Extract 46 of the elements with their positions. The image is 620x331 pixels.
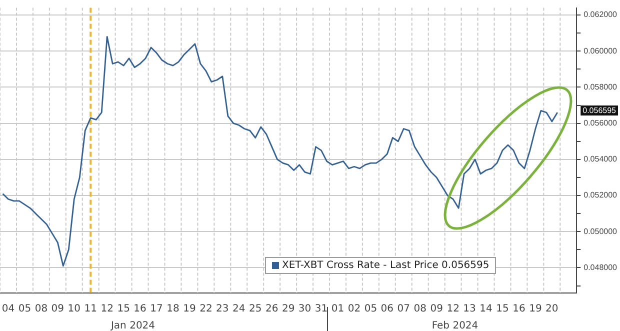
x-tick-label: 09 [51,304,64,315]
y-tick-label: 0.050000 [584,226,618,236]
x-tick-label: 19 [529,304,542,315]
x-tick-label: 08 [414,304,426,315]
y-tick-label: 0.054000 [584,154,618,164]
x-tick-label: 25 [249,304,262,315]
x-tick-label: 12 [100,304,114,315]
x-tick-label: 29 [282,304,295,315]
x-tick-label: 22 [200,304,212,315]
x-tick-label: 11 [84,304,97,315]
legend-label: XET-XBT Cross Rate - Last Price 0.056595 [282,260,490,271]
text: Feb 2024 [432,320,478,331]
x-tick-label: 15 [496,304,509,315]
y-tick-label: 0.052000 [584,190,618,200]
x-tick-label: 07 [397,304,410,315]
x-tick-label: 05 [18,304,32,315]
x-tick-label: 23 [216,304,229,315]
y-tick-label: 0.056000 [584,118,618,128]
x-tick-label: 10 [68,304,81,315]
x-tick-label: 18 [166,304,180,315]
x-tick-label: 17 [150,304,163,315]
x-tick-label: 04 [2,304,15,315]
text: 0.056595 [582,106,617,116]
y-tick-label: 0.048000 [584,262,618,272]
x-tick-label: 24 [232,304,246,315]
x-tick-label: 02 [348,304,361,315]
x-tick-label: 15 [117,304,130,315]
x-tick-label: 13 [463,304,476,315]
x-tick-label: 26 [265,304,278,315]
text: Jan 2024 [110,320,156,331]
y-tick-label: 0.060000 [584,46,618,56]
x-tick-label: 06 [380,304,394,315]
x-tick-label: 31 [314,304,328,315]
x-tick-label: 01 [331,304,344,315]
y-tick-label: 0.062000 [584,10,618,20]
x-tick-label: 16 [512,304,526,315]
x-tick-label: 16 [134,304,146,315]
x-tick-label: 12 [446,304,460,315]
x-tick-label: 30 [298,304,312,315]
y-tick-label: 0.058000 [584,82,618,92]
x-tick-label: 19 [183,304,196,315]
x-tick-label: 08 [34,304,48,315]
x-tick-label: 05 [364,304,378,315]
x-tick-label: 20 [546,304,558,315]
x-tick-label: 14 [480,304,492,315]
x-tick-label: 09 [430,304,443,315]
